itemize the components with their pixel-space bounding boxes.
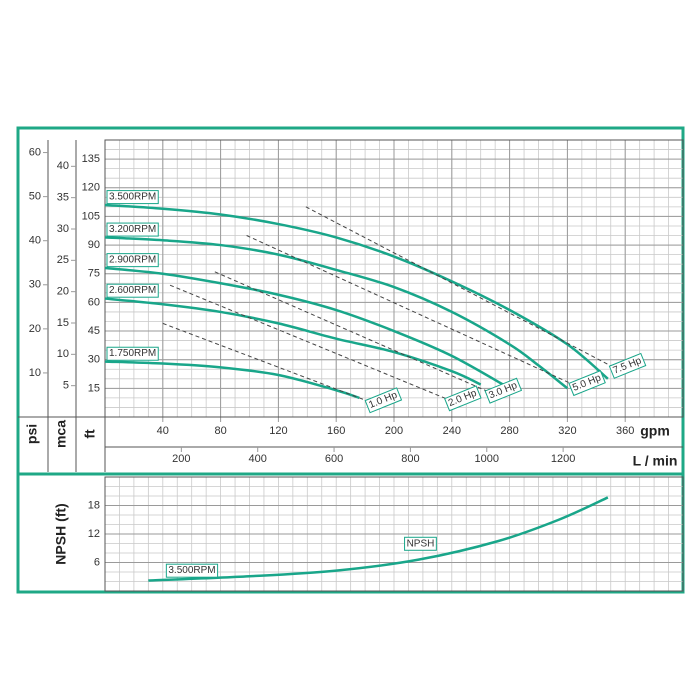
power-line	[162, 322, 370, 403]
curve-label: 3.500RPM	[165, 563, 219, 578]
curve-label: 2.900RPM	[106, 253, 159, 268]
curve-label: 3.200RPM	[106, 222, 159, 237]
y-tick-label: 5	[63, 380, 69, 392]
y-tick-label: 60	[29, 146, 41, 158]
label-box	[404, 536, 437, 551]
x-tick-label: 360	[616, 425, 634, 437]
x-tick-label: 200	[385, 425, 403, 437]
y-tick-label: 15	[88, 382, 100, 394]
y-tick-label: 12	[88, 528, 100, 540]
y-tick-label: 40	[29, 235, 41, 247]
y-tick-label: 135	[82, 153, 100, 165]
label-text: 3.500RPM	[168, 565, 215, 576]
y-tick-label: 50	[29, 191, 41, 203]
label-box	[106, 222, 159, 237]
y-tick-label: 105	[82, 210, 100, 222]
y-tick-label: 90	[88, 239, 100, 251]
curve	[104, 236, 569, 390]
x-tick-label: 120	[269, 425, 287, 437]
y-tick-label: 6	[94, 556, 100, 568]
x-tick-label: 280	[500, 425, 518, 437]
x-tick-label: 240	[443, 425, 461, 437]
label-box	[484, 377, 523, 404]
curve-label: NPSH	[404, 536, 437, 551]
curve-label: 2.600RPM	[106, 283, 159, 298]
y-tick-label: 20	[57, 286, 69, 298]
npsh-label: NPSH (ft)	[53, 503, 69, 564]
labels: 40 80 120 160 200 240 280 320 360 200 400 600 800 100…	[29, 146, 647, 578]
label-box	[106, 253, 159, 268]
curves	[104, 203, 614, 582]
y-tick-label: 10	[29, 367, 41, 379]
x-tick-label: 160	[327, 425, 345, 437]
y-tick-label: 20	[29, 323, 41, 335]
y-tick-label: 75	[88, 268, 100, 280]
label-text: 2.600RPM	[109, 285, 156, 296]
y-tick-label: 40	[57, 160, 69, 172]
curve-label: 3.500RPM	[106, 190, 159, 205]
y-tick-label: 35	[57, 192, 69, 204]
mca-label: mca	[53, 420, 69, 448]
label-box	[608, 352, 647, 379]
label-text: 3.200RPM	[109, 224, 156, 235]
x2-tick-label: 200	[172, 453, 190, 465]
power-line	[214, 271, 490, 393]
power-line	[246, 235, 574, 385]
power-line	[305, 206, 614, 368]
x2-tick-label: 400	[249, 453, 267, 465]
label-text: 3.500RPM	[109, 192, 156, 203]
y-tick-label: 25	[57, 254, 69, 266]
x2-tick-label: 800	[401, 453, 419, 465]
x2-tick-label: 1200	[551, 453, 575, 465]
y-tick-label: 10	[57, 348, 69, 360]
label-text: 1.750RPM	[109, 348, 156, 359]
y-tick-label: 45	[88, 325, 100, 337]
label-text: NPSH	[407, 538, 435, 549]
label-box	[106, 283, 159, 298]
ft-label: ft	[82, 429, 98, 439]
y-tick-label: 15	[57, 317, 69, 329]
y-tick-label: 30	[29, 279, 41, 291]
label-box	[106, 346, 159, 361]
y-tick-label: 60	[88, 296, 100, 308]
y-tick-label: 30	[57, 223, 69, 235]
x2-tick-label: 600	[325, 453, 343, 465]
x2-label: L / min	[633, 453, 678, 469]
x2-tick-label: 1000	[475, 453, 499, 465]
curve	[104, 266, 511, 390]
curve	[104, 360, 360, 400]
x-tick-label: 320	[558, 425, 576, 437]
psi-label: psi	[24, 424, 40, 444]
curve	[104, 297, 482, 386]
x-tick-label: 80	[214, 425, 226, 437]
label-box	[444, 385, 482, 412]
curve	[148, 496, 609, 582]
curve	[104, 203, 609, 380]
y-tick-label: 30	[88, 354, 100, 366]
label-box	[106, 190, 159, 205]
label-box	[165, 563, 219, 578]
x-tick-label: 40	[157, 425, 169, 437]
label-text: 2.900RPM	[109, 255, 156, 266]
plot-frame	[104, 476, 684, 592]
label-box	[364, 387, 403, 414]
x-label: gpm	[640, 423, 670, 439]
y-tick-label: 18	[88, 499, 100, 511]
power-line	[169, 284, 450, 401]
plot-frame	[104, 139, 684, 418]
y-tick-label: 120	[82, 182, 100, 194]
curve-label: 1.750RPM	[106, 346, 159, 361]
label-box	[568, 370, 606, 397]
